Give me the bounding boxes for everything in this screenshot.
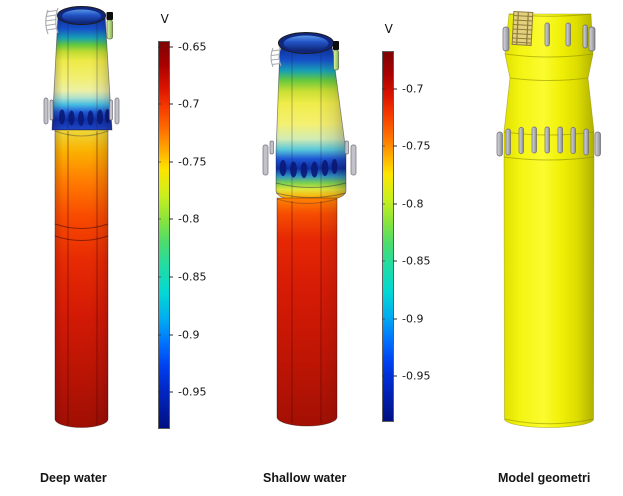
colorbar-gradient — [382, 51, 394, 422]
colorbar-tick: -0.75 — [158, 155, 207, 169]
colorbar-tick-label: -0.9 — [402, 312, 424, 326]
colorbar-tick-label: -0.7 — [178, 97, 200, 111]
colorbar-tick: -0.85 — [382, 254, 431, 268]
colorbar-tick-label: -0.75 — [402, 139, 431, 153]
colorbar-tick: -0.95 — [382, 369, 431, 383]
ladder-icon — [270, 46, 282, 68]
ladder-icon — [45, 7, 59, 35]
model-geometry-anode-ring-mid — [496, 126, 601, 157]
colorbar-tick: -0.8 — [158, 212, 200, 226]
deep-water-rim-inner — [62, 9, 101, 23]
model-geometry-anode-ring-top — [502, 22, 596, 52]
colorbar-tick-label: -0.95 — [178, 385, 207, 399]
colorbar-tick: -0.95 — [158, 385, 207, 399]
colorbar-tick-label: -0.9 — [178, 328, 200, 342]
colorbar-tick: -0.9 — [382, 312, 424, 326]
model-geometry-tower — [496, 10, 601, 428]
colorbar-gradient — [158, 41, 170, 429]
caption-deep-water: Deep water — [40, 471, 107, 485]
deep-water-side-clips — [43, 97, 120, 125]
reference-electrode-stick — [333, 41, 339, 71]
colorbar-tick-label: -0.75 — [178, 155, 207, 169]
colorbar-tick-label: -0.8 — [178, 212, 200, 226]
colorbar-tick: -0.9 — [158, 328, 200, 342]
colorbar-tick: -0.65 — [158, 40, 207, 54]
model-geometry-body — [503, 13, 595, 428]
colorbar-tick: -0.7 — [158, 97, 200, 111]
colorbar-shallow-water: V -0.7 -0.75 -0.8 -0.85 -0.9 -0.95 — [382, 22, 430, 422]
colorbar-tick: -0.85 — [158, 270, 207, 284]
ladder-icon — [511, 10, 534, 46]
caption-model-geometry: Model geometri — [498, 471, 591, 485]
colorbar-tick-label: -0.85 — [178, 270, 207, 284]
deep-water-tower — [43, 6, 120, 428]
colorbar-tick-label: -0.8 — [402, 197, 424, 211]
shallow-water-side-clips — [262, 140, 357, 176]
caption-shallow-water: Shallow water — [263, 471, 347, 485]
colorbar-title: V — [160, 12, 170, 26]
colorbar-tick-label: -0.7 — [402, 82, 424, 96]
colorbar-tick: -0.7 — [382, 82, 424, 96]
colorbar-tick-label: -0.65 — [178, 40, 207, 54]
colorbar-title: V — [384, 22, 394, 36]
colorbar-tick-label: -0.95 — [402, 369, 431, 383]
colorbar-tick-label: -0.85 — [402, 254, 431, 268]
shallow-water-rim-inner — [283, 35, 329, 52]
shallow-water-tower — [262, 32, 357, 427]
reference-electrode-stick — [106, 12, 113, 40]
colorbar-tick: -0.75 — [382, 139, 431, 153]
colorbar-deep-water: V -0.65 -0.7 -0.75 -0.8 -0.85 -0.9 -0.95 — [158, 12, 206, 429]
colorbar-tick: -0.8 — [382, 197, 424, 211]
